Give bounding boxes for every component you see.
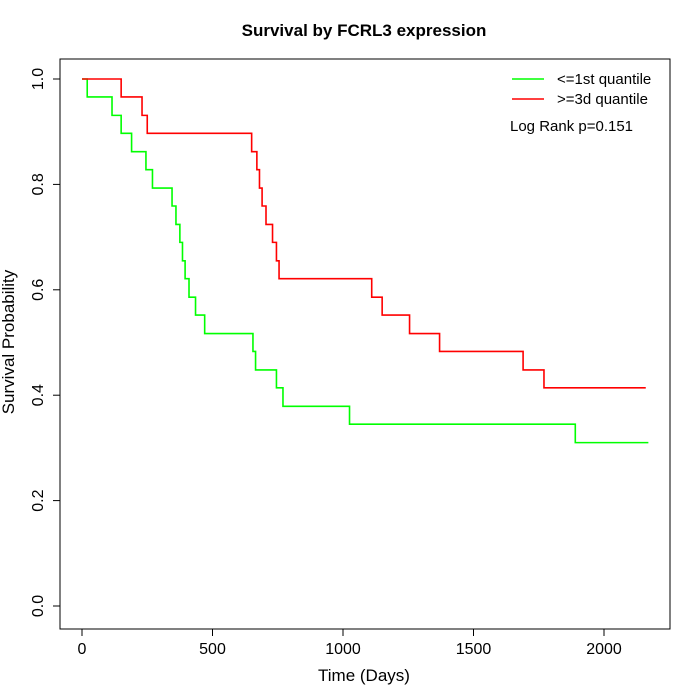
plot-frame [59,58,671,630]
y-axis-label: Survival Probability [0,269,18,414]
chart-title: Survival by FCRL3 expression [242,21,487,40]
y-tick-label: 0.0 [30,595,47,617]
legend-label: <=1st quantile [557,71,651,88]
y-tick-label: 1.0 [30,68,47,90]
x-tick-label: 500 [199,641,226,658]
survival-curve-series-1 [82,78,649,444]
series-layer [82,78,649,444]
y-tick-label: 0.8 [30,173,47,195]
y-axis: 0.0 0.2 0.4 0.6 0.8 1.0 [30,68,61,617]
log-rank-annotation: Log Rank p=0.151 [510,118,633,135]
legend-label: >=3d quantile [557,91,648,108]
y-tick-label: 0.2 [30,489,47,511]
x-axis-label: Time (Days) [318,666,410,685]
y-tick-label: 0.4 [30,384,47,406]
x-tick-label: 2000 [586,641,622,658]
x-axis: 0 500 1000 1500 2000 [78,628,622,658]
x-tick-label: 1500 [456,641,492,658]
x-tick-label: 1000 [325,641,361,658]
y-tick-label: 0.6 [30,279,47,301]
survival-curve-series-2 [82,78,646,389]
legend: <=1st quantile >=3d quantile [512,71,651,108]
x-tick-label: 0 [78,641,87,658]
